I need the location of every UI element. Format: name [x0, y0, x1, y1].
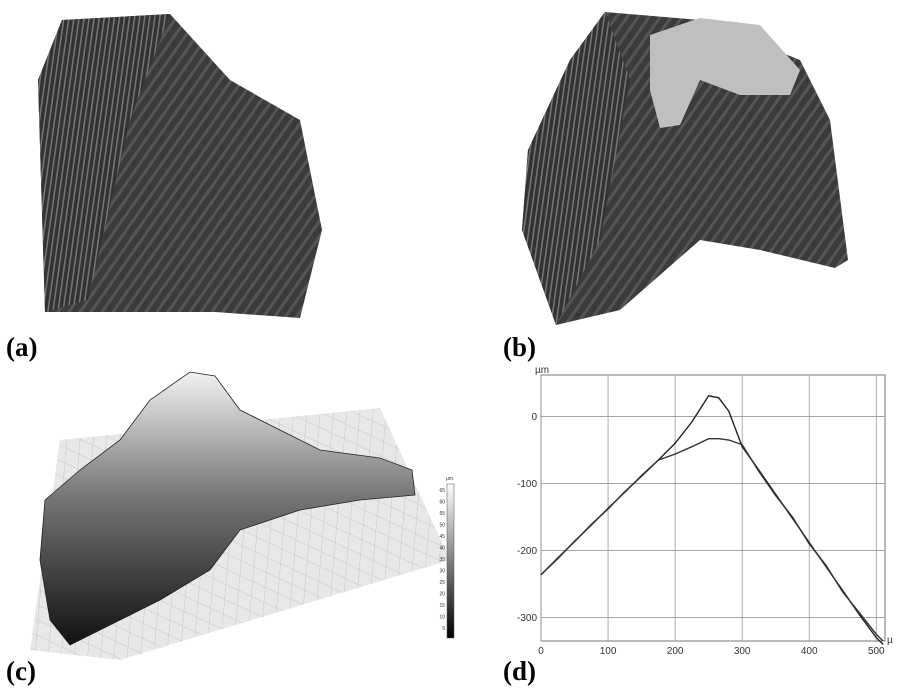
plot-frame [541, 375, 885, 641]
colorbar-unit: µm [446, 476, 453, 482]
y-tick-label: -300 [517, 613, 537, 624]
colorbar-tick: 55 [439, 511, 445, 517]
colorbar-tick: 50 [439, 523, 445, 529]
colorbar-tick: 25 [439, 580, 445, 586]
y-tick-label: -100 [517, 479, 537, 490]
x-axis-label: µ [887, 635, 893, 646]
colorbar-tick: 10 [439, 615, 445, 621]
profile-line [541, 396, 883, 645]
profile-line [541, 439, 883, 641]
colorbar-tick: 60 [439, 500, 445, 506]
figure: (a) (b) µm6560555045403530252015105 (c) … [0, 0, 899, 691]
image-b [522, 12, 848, 325]
x-tick-label: 500 [868, 646, 885, 657]
x-tick-label: 300 [734, 646, 751, 657]
x-tick-label: 200 [667, 646, 684, 657]
y-axis-label: µm [535, 365, 549, 376]
y-tick-label: -200 [517, 546, 537, 557]
colorbar-tick: 5 [442, 626, 445, 632]
colorbar-tick: 20 [439, 592, 445, 598]
y-tick-label: 0 [531, 412, 537, 423]
colorbar-tick: 65 [439, 488, 445, 494]
colorbar-tick: 15 [439, 603, 445, 609]
image-c [30, 372, 454, 660]
panel-label: (d) [503, 656, 536, 686]
panel-label: (c) [6, 656, 36, 686]
panel-label: (a) [6, 332, 37, 362]
x-tick-label: 100 [600, 646, 617, 657]
colorbar-tick: 35 [439, 557, 445, 563]
colorbar-tick: 40 [439, 546, 445, 552]
colorbar-tick: 45 [439, 534, 445, 540]
x-tick-label: 400 [801, 646, 818, 657]
colorbar-tick: 30 [439, 569, 445, 575]
x-tick-label: 0 [538, 646, 544, 657]
image-a [38, 14, 322, 318]
panel-label: (b) [503, 332, 536, 362]
